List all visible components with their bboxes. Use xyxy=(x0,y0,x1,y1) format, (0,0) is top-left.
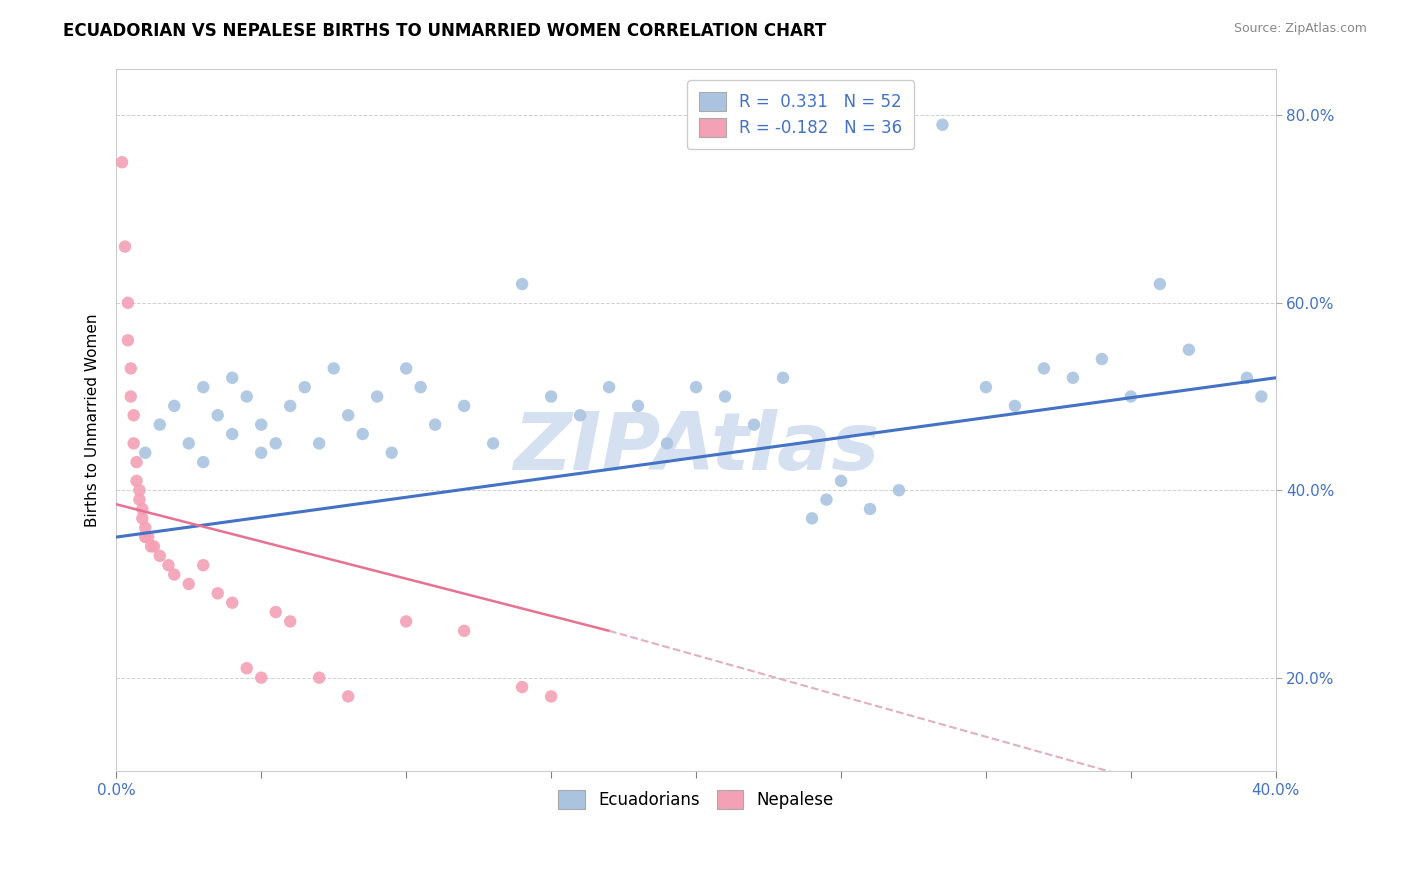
Point xyxy=(1091,352,1114,367)
Point xyxy=(128,492,150,507)
Point xyxy=(1149,277,1171,291)
Point xyxy=(974,380,997,394)
Point xyxy=(337,409,360,423)
Point xyxy=(322,361,344,376)
Point xyxy=(177,577,200,591)
Point xyxy=(510,277,533,291)
Point xyxy=(221,371,243,385)
Point xyxy=(120,390,142,404)
Point xyxy=(887,483,910,498)
Point xyxy=(801,511,824,525)
Point xyxy=(742,417,765,432)
Point xyxy=(655,436,678,450)
Point xyxy=(143,540,166,554)
Point xyxy=(131,502,153,516)
Point xyxy=(540,690,562,704)
Point xyxy=(250,417,273,432)
Point xyxy=(139,540,162,554)
Point xyxy=(1119,390,1142,404)
Point xyxy=(931,118,953,132)
Point xyxy=(685,380,707,394)
Point xyxy=(134,530,156,544)
Point xyxy=(117,295,139,310)
Point xyxy=(134,446,156,460)
Point xyxy=(193,558,215,573)
Legend: Ecuadorians, Nepalese: Ecuadorians, Nepalese xyxy=(551,783,841,816)
Point xyxy=(111,155,134,169)
Point xyxy=(125,474,148,488)
Point xyxy=(859,502,882,516)
Point xyxy=(163,399,186,413)
Point xyxy=(1004,399,1026,413)
Point xyxy=(264,605,287,619)
Point xyxy=(482,436,505,450)
Point xyxy=(1062,371,1084,385)
Point xyxy=(395,361,418,376)
Point xyxy=(120,361,142,376)
Point xyxy=(627,399,650,413)
Point xyxy=(395,615,418,629)
Point xyxy=(207,586,229,600)
Point xyxy=(366,390,388,404)
Point xyxy=(815,492,838,507)
Point xyxy=(264,436,287,450)
Point xyxy=(278,399,301,413)
Point xyxy=(1032,361,1054,376)
Point xyxy=(221,596,243,610)
Text: ZIPAtlas: ZIPAtlas xyxy=(513,409,879,487)
Point xyxy=(714,390,737,404)
Text: ECUADORIAN VS NEPALESE BIRTHS TO UNMARRIED WOMEN CORRELATION CHART: ECUADORIAN VS NEPALESE BIRTHS TO UNMARRI… xyxy=(63,22,827,40)
Point xyxy=(235,390,257,404)
Point xyxy=(163,567,186,582)
Point xyxy=(122,436,145,450)
Point xyxy=(540,390,562,404)
Point xyxy=(1236,371,1258,385)
Point xyxy=(453,399,475,413)
Point xyxy=(122,409,145,423)
Point xyxy=(772,371,794,385)
Point xyxy=(250,446,273,460)
Point xyxy=(278,615,301,629)
Point xyxy=(207,409,229,423)
Point xyxy=(117,333,139,347)
Point xyxy=(294,380,316,394)
Point xyxy=(157,558,180,573)
Point xyxy=(193,380,215,394)
Point xyxy=(337,690,360,704)
Point xyxy=(569,409,592,423)
Point xyxy=(598,380,620,394)
Y-axis label: Births to Unmarried Women: Births to Unmarried Women xyxy=(86,313,100,526)
Point xyxy=(235,661,257,675)
Point xyxy=(308,436,330,450)
Point xyxy=(193,455,215,469)
Point xyxy=(149,549,172,563)
Point xyxy=(1250,390,1272,404)
Point xyxy=(250,671,273,685)
Point xyxy=(1178,343,1201,357)
Point xyxy=(177,436,200,450)
Point xyxy=(131,511,153,525)
Point xyxy=(510,680,533,694)
Point xyxy=(308,671,330,685)
Point xyxy=(128,483,150,498)
Point xyxy=(453,624,475,638)
Point xyxy=(114,239,136,253)
Point xyxy=(381,446,404,460)
Point xyxy=(136,530,159,544)
Point xyxy=(830,474,852,488)
Point xyxy=(149,417,172,432)
Point xyxy=(352,427,374,442)
Point xyxy=(134,521,156,535)
Point xyxy=(423,417,446,432)
Point xyxy=(409,380,432,394)
Text: Source: ZipAtlas.com: Source: ZipAtlas.com xyxy=(1233,22,1367,36)
Point xyxy=(125,455,148,469)
Point xyxy=(221,427,243,442)
